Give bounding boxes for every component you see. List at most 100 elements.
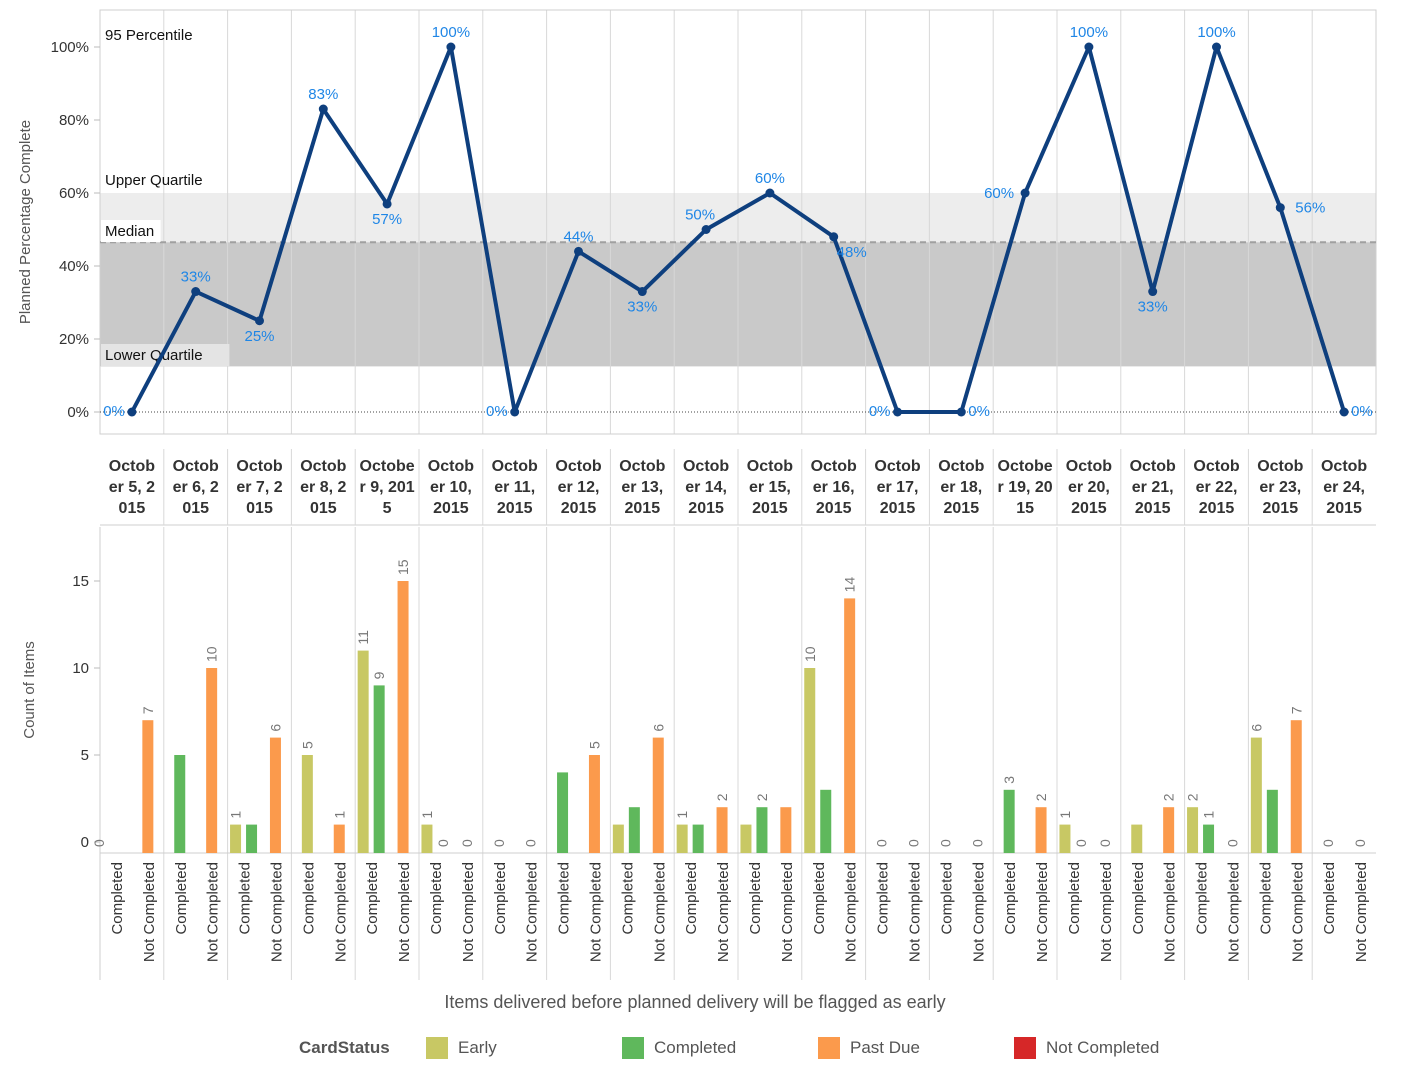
category-label: Completed	[428, 862, 445, 935]
bar-completed	[820, 789, 832, 853]
line-point	[829, 232, 839, 242]
legend-swatch-not-completed	[1014, 1037, 1036, 1059]
legend-item-early[interactable]: Early	[426, 1036, 497, 1060]
bar-value-label: 5	[586, 741, 602, 749]
category-label: Completed	[1257, 862, 1274, 935]
category-label: Not Completed	[268, 862, 285, 962]
line-point	[574, 246, 583, 256]
line-value-label: 57%	[372, 211, 402, 228]
line-y-tick-label: 0%	[67, 404, 89, 421]
line-point	[1212, 42, 1221, 52]
category-label: Not Completed	[1162, 862, 1179, 962]
bar-completed	[1203, 824, 1215, 853]
legend-item-not-completed[interactable]: Not Completed	[1014, 1036, 1159, 1060]
category-label: Completed	[237, 862, 254, 935]
bar-value-label: 0	[905, 839, 921, 847]
line-y-tick-label: 20%	[59, 331, 89, 348]
line-value-label: 100%	[1197, 24, 1235, 41]
bar-value-label: 2	[754, 793, 770, 801]
category-label: Completed	[1130, 862, 1147, 935]
date-header-label: er 14,	[685, 479, 727, 496]
date-header-label: Octob	[619, 458, 665, 475]
category-label: Not Completed	[843, 862, 860, 962]
lower-quartile-label-bg	[101, 344, 230, 366]
legend-title: CardStatus	[299, 1038, 390, 1057]
bar-early	[421, 824, 433, 853]
line-value-label: 50%	[685, 207, 715, 224]
category-label: Not Completed	[332, 862, 349, 962]
line-point	[127, 407, 137, 417]
date-header-label: 5	[383, 500, 392, 517]
legend-item-past-due[interactable]: Past Due	[818, 1036, 920, 1060]
bar-y-tick-label: 0	[81, 834, 89, 851]
date-header-label: er 15,	[749, 479, 791, 496]
date-header-label: Octobe	[998, 458, 1053, 475]
category-label: Not Completed	[460, 862, 477, 962]
date-header-label: 2015	[1263, 500, 1299, 517]
legend-label-early: Early	[458, 1038, 497, 1057]
line-value-label: 0%	[869, 403, 891, 420]
date-header-label: er 7, 2	[236, 479, 282, 496]
bar-early	[1131, 824, 1143, 853]
bar-value-label: 0	[1352, 839, 1368, 847]
bar-past-due	[206, 668, 218, 853]
line-y-tick-label: 60%	[59, 185, 89, 202]
legend-swatch-completed	[622, 1037, 644, 1059]
line-value-label: 33%	[1138, 299, 1168, 316]
date-header-label: 2015	[433, 500, 469, 517]
bar-completed	[246, 824, 258, 853]
bar-completed	[557, 772, 569, 853]
date-header-label: er 20,	[1068, 479, 1110, 496]
category-label: Not Completed	[205, 862, 222, 962]
category-label: Not Completed	[715, 862, 732, 962]
bar-value-label: 1	[419, 811, 435, 819]
date-header-label: Octob	[555, 458, 601, 475]
bar-value-label: 2	[1161, 793, 1177, 801]
line-value-label: 0%	[486, 403, 508, 420]
bar-completed	[174, 755, 186, 853]
bar-completed	[373, 685, 385, 853]
category-label: Completed	[109, 862, 126, 935]
date-header-label: er 6, 2	[173, 479, 219, 496]
bar-early	[1250, 737, 1262, 853]
bar-value-label: 6	[650, 724, 666, 732]
category-label: Completed	[747, 862, 764, 935]
line-point	[318, 104, 328, 114]
date-header-label: er 24,	[1323, 479, 1365, 496]
date-header-label: Octob	[492, 458, 538, 475]
category-label: Completed	[364, 862, 381, 935]
bar-completed	[692, 824, 704, 853]
date-header-label: 15	[1016, 500, 1034, 517]
bar-early	[1059, 824, 1071, 853]
date-header-label: er 17,	[877, 479, 919, 496]
95-percentile-label: 95 Percentile	[105, 27, 193, 44]
line-point	[637, 287, 647, 297]
category-label: Not Completed	[1034, 862, 1051, 962]
line-series-path	[130, 45, 1347, 414]
category-label: Not Completed	[587, 862, 604, 962]
bar-value-label: 7	[1288, 706, 1304, 714]
chart-canvas: 95 Percentile Upper Quartile Median Lower Q…	[17, 9, 1377, 1012]
date-header-label: Octob	[236, 458, 282, 475]
bar-value-label: 0	[1073, 839, 1089, 847]
bar-value-label: 2	[1033, 793, 1049, 801]
date-header-label: Octob	[874, 458, 920, 475]
bar-early	[740, 824, 752, 853]
bar-past-due	[397, 581, 409, 853]
category-label: Not Completed	[141, 862, 158, 962]
date-header-label: er 22,	[1196, 479, 1238, 496]
date-header-label: Octob	[1193, 458, 1239, 475]
line-point	[191, 287, 201, 297]
line-point	[765, 188, 775, 198]
category-label: Not Completed	[779, 862, 796, 962]
legend: CardStatus Early Completed Past Due Not …	[0, 1030, 1418, 1070]
legend-item-completed[interactable]: Completed	[622, 1036, 736, 1060]
bar-completed	[1266, 789, 1278, 853]
bar-y-tick-label: 15	[72, 573, 89, 590]
date-header-label: 2015	[688, 500, 724, 517]
line-value-label: 0%	[1351, 403, 1373, 420]
bar-past-due	[716, 807, 728, 853]
date-header-label: 2015	[1326, 500, 1362, 517]
bar-past-due	[1163, 807, 1175, 853]
